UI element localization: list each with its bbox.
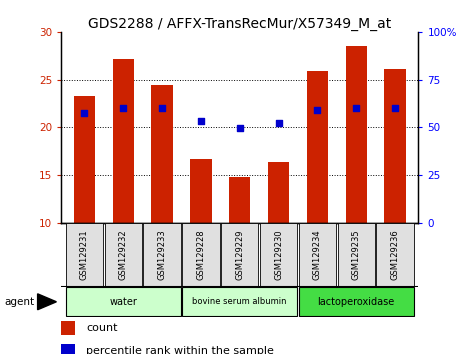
Text: GSM129230: GSM129230 xyxy=(274,229,283,280)
FancyBboxPatch shape xyxy=(260,223,297,287)
Text: GSM129236: GSM129236 xyxy=(391,229,400,280)
FancyBboxPatch shape xyxy=(221,223,258,287)
Bar xyxy=(384,69,406,223)
Point xyxy=(391,105,399,111)
Text: GSM129235: GSM129235 xyxy=(352,229,360,280)
Text: agent: agent xyxy=(5,297,35,307)
Bar xyxy=(229,177,251,223)
Polygon shape xyxy=(38,294,56,310)
Bar xyxy=(112,59,134,223)
Bar xyxy=(61,321,75,335)
Point xyxy=(236,126,243,131)
Text: lactoperoxidase: lactoperoxidase xyxy=(318,297,395,307)
Point xyxy=(81,110,88,116)
FancyBboxPatch shape xyxy=(376,223,414,287)
FancyBboxPatch shape xyxy=(337,223,375,287)
Text: GSM129229: GSM129229 xyxy=(235,230,244,280)
Text: GSM129232: GSM129232 xyxy=(119,229,128,280)
Text: GSM129234: GSM129234 xyxy=(313,229,322,280)
Text: GSM129231: GSM129231 xyxy=(80,229,89,280)
Bar xyxy=(345,46,367,223)
FancyBboxPatch shape xyxy=(66,287,180,316)
Text: bovine serum albumin: bovine serum albumin xyxy=(192,297,287,306)
Text: GSM129228: GSM129228 xyxy=(196,229,205,280)
Bar xyxy=(268,162,289,223)
Bar xyxy=(307,71,328,223)
Point xyxy=(313,107,321,113)
Bar xyxy=(74,96,95,223)
Point xyxy=(119,105,127,111)
FancyBboxPatch shape xyxy=(66,223,103,287)
Point xyxy=(275,120,282,126)
FancyBboxPatch shape xyxy=(182,223,219,287)
FancyBboxPatch shape xyxy=(143,223,180,287)
Bar xyxy=(190,159,212,223)
FancyBboxPatch shape xyxy=(182,287,297,316)
Point xyxy=(352,105,360,111)
Text: GSM129233: GSM129233 xyxy=(157,229,166,280)
FancyBboxPatch shape xyxy=(299,287,414,316)
FancyBboxPatch shape xyxy=(299,223,336,287)
Text: count: count xyxy=(86,323,118,333)
Bar xyxy=(61,344,75,354)
Title: GDS2288 / AFFX-TransRecMur/X57349_M_at: GDS2288 / AFFX-TransRecMur/X57349_M_at xyxy=(88,17,392,31)
Text: percentile rank within the sample: percentile rank within the sample xyxy=(86,346,274,354)
Text: water: water xyxy=(110,297,137,307)
Point xyxy=(158,105,166,111)
Bar xyxy=(151,85,173,223)
FancyBboxPatch shape xyxy=(105,223,142,287)
Point xyxy=(197,118,204,124)
